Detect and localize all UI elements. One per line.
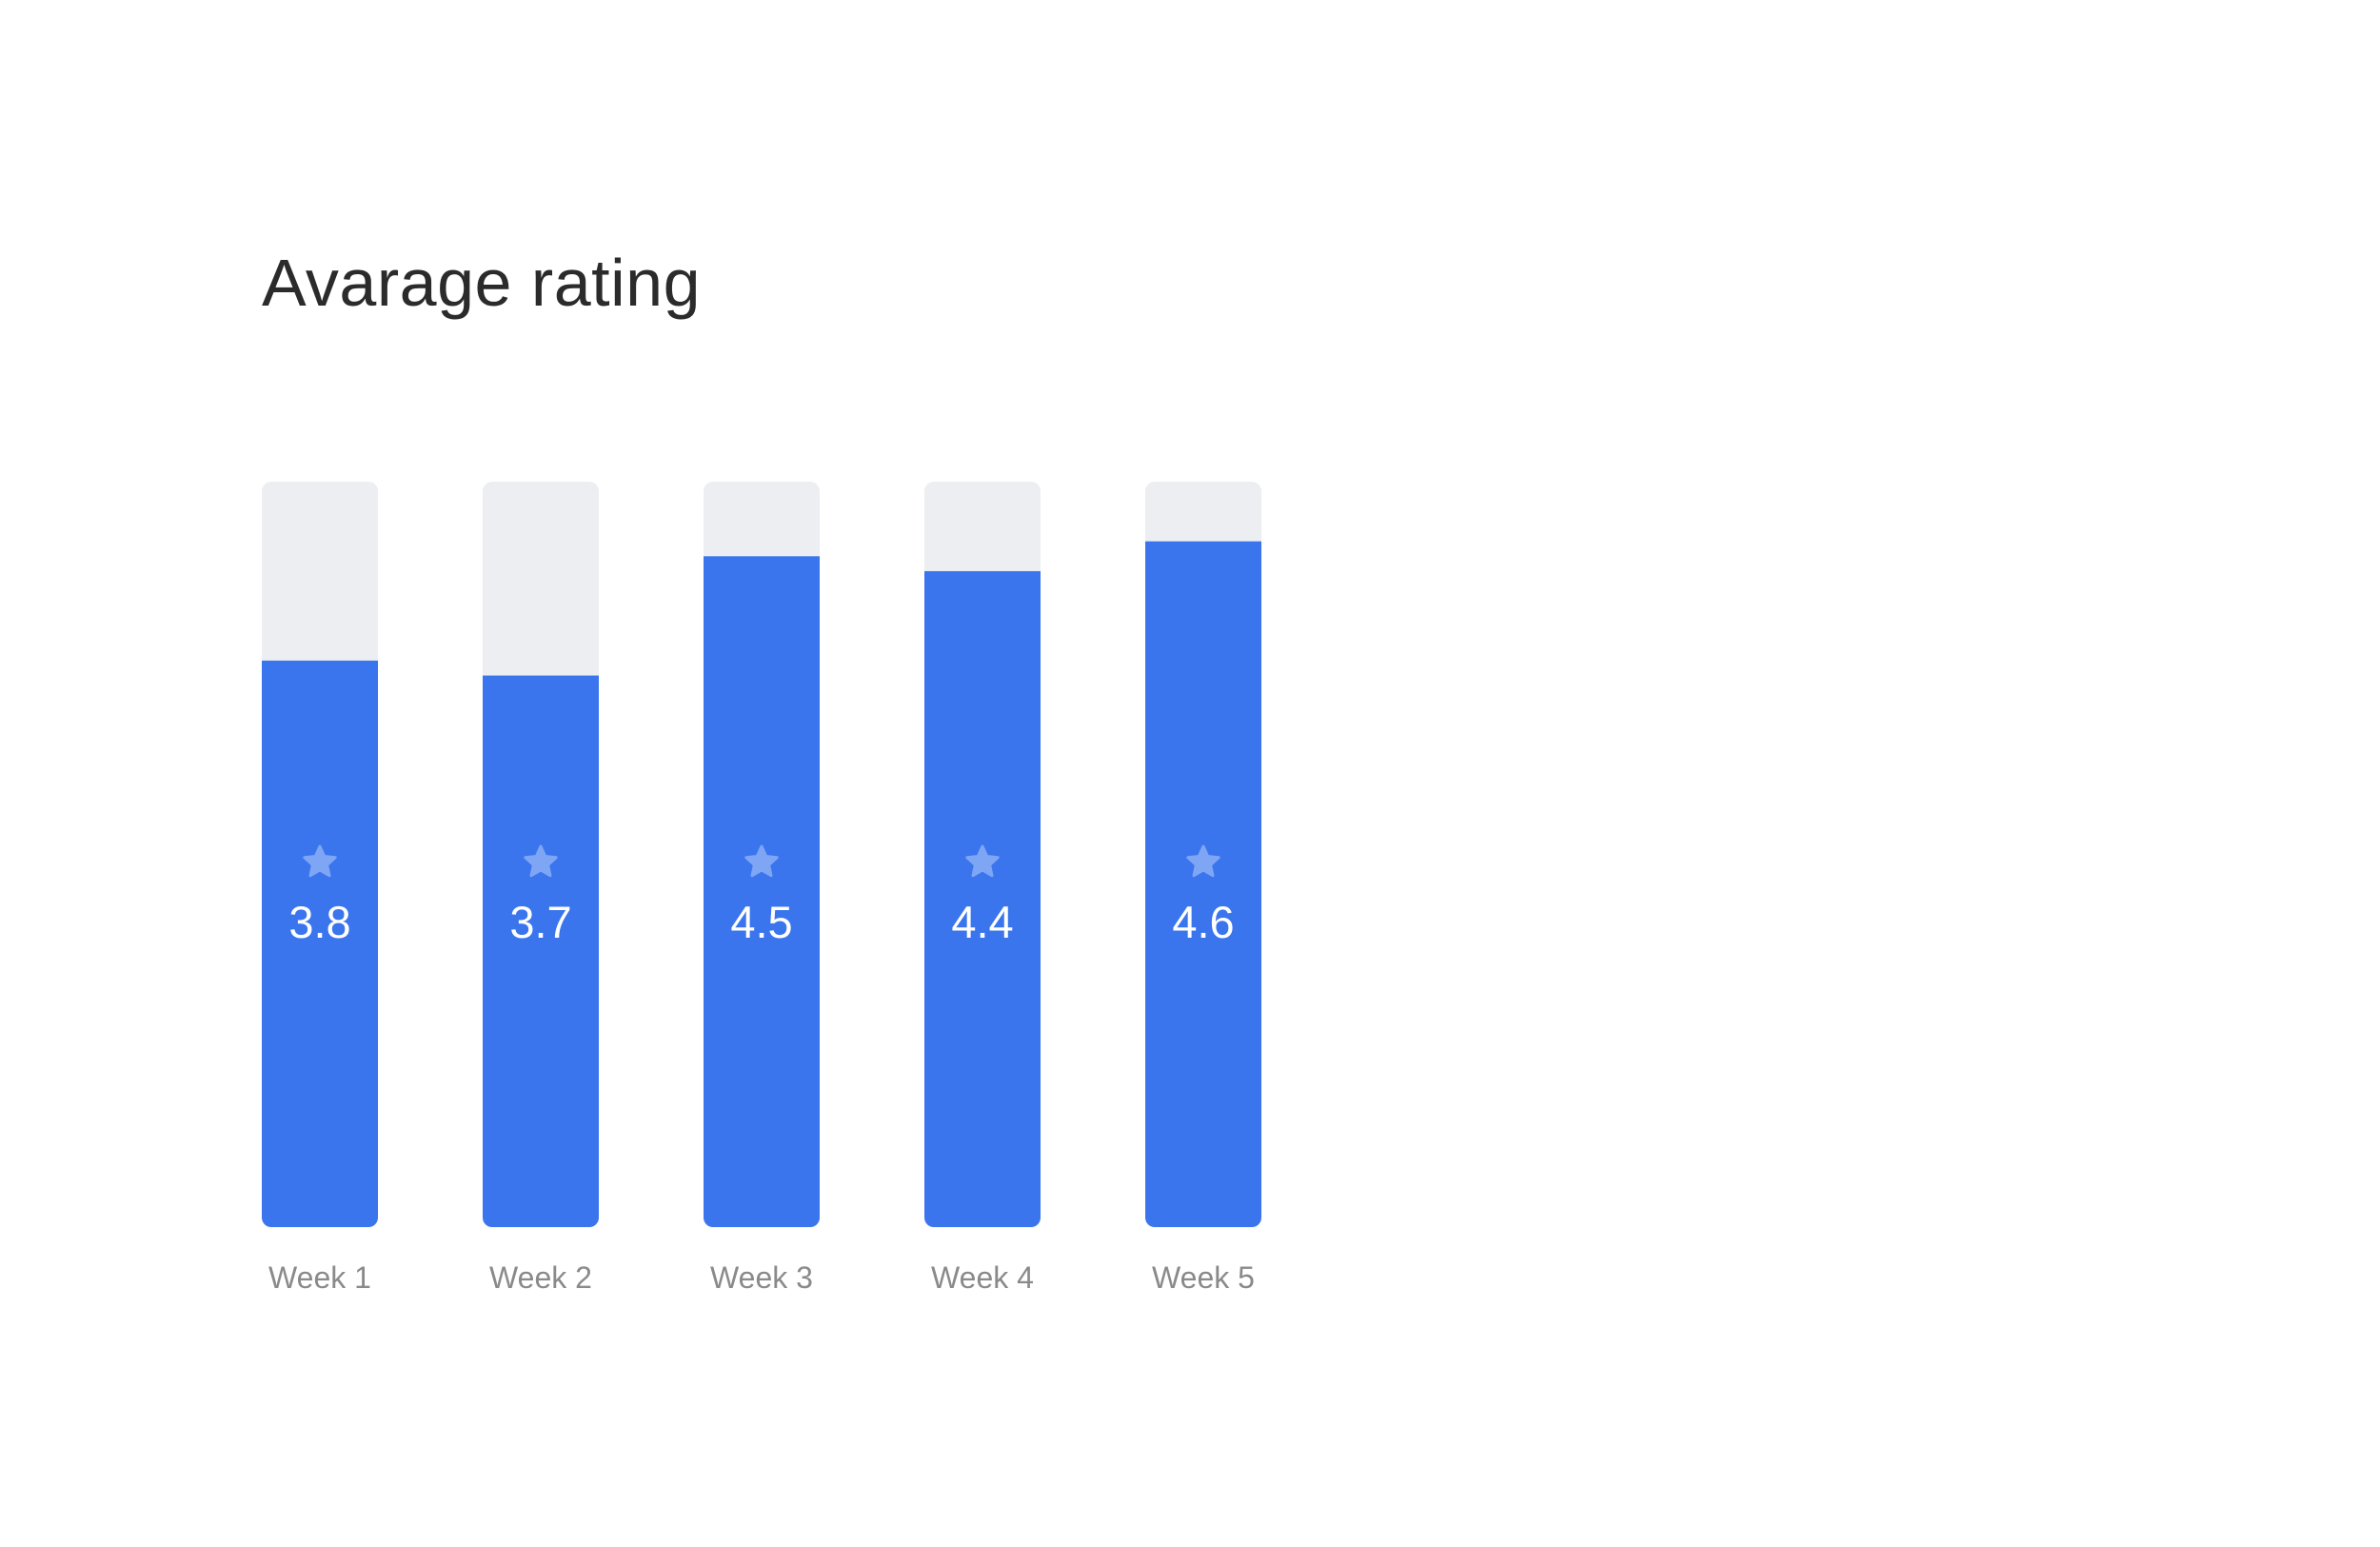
- bar-value-label: 3.7: [509, 897, 571, 947]
- bar: [924, 570, 1041, 1227]
- chart-title: Avarage rating: [262, 246, 702, 320]
- bar-value-label: 4.5: [730, 897, 792, 947]
- bar-group: 3.8 Week 1: [262, 482, 378, 1295]
- bar-group: 4.6 Week 5: [1145, 482, 1261, 1295]
- category-label: Week 4: [931, 1260, 1034, 1295]
- category-label: Week 1: [268, 1260, 371, 1295]
- bar-value-label: 4.4: [951, 897, 1013, 947]
- bar-group: 3.7 Week 2: [483, 482, 599, 1295]
- bar-value-label: 3.8: [288, 897, 350, 947]
- star-icon: [524, 844, 558, 878]
- bar-group: 4.4 Week 4: [924, 482, 1041, 1295]
- bar: [704, 556, 820, 1227]
- bar: [262, 660, 378, 1227]
- bar: [1145, 541, 1261, 1227]
- category-label: Week 5: [1152, 1260, 1255, 1295]
- category-label: Week 3: [710, 1260, 813, 1295]
- star-icon: [1186, 844, 1220, 878]
- bars-layer: 3.8 Week 1 3.7 Week 2 4.5 Week 3 4.4 Week 4 4.6 W…: [262, 482, 1261, 1295]
- star-icon: [744, 844, 779, 878]
- bar: [483, 675, 599, 1227]
- category-label: Week 2: [489, 1260, 592, 1295]
- star-icon: [303, 844, 337, 878]
- star-icon: [965, 844, 1000, 878]
- bar-value-label: 4.6: [1172, 897, 1234, 947]
- bar-group: 4.5 Week 3: [704, 482, 820, 1295]
